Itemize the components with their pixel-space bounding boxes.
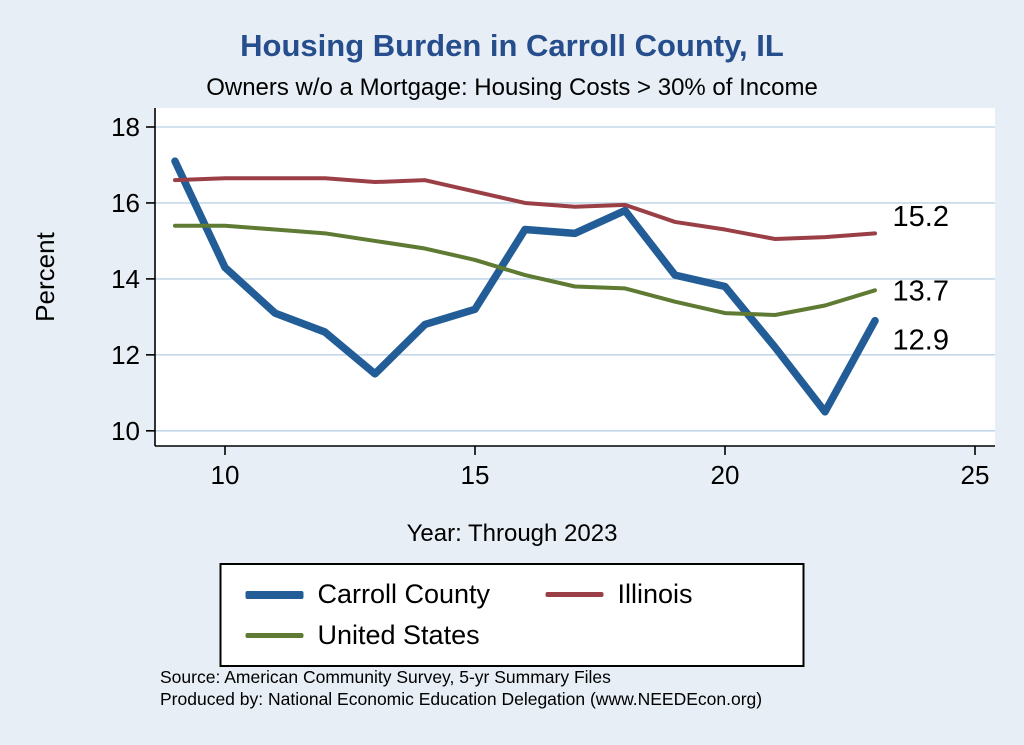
y-tick-label: 18 xyxy=(111,112,140,142)
legend-entry-illinois: Illinois xyxy=(545,579,779,610)
end-value-label: 15.2 xyxy=(893,201,949,233)
series-line-carroll-county xyxy=(171,157,879,416)
page-title: Housing Burden in Carroll County, IL xyxy=(240,28,784,63)
series-line-illinois xyxy=(173,176,877,242)
y-tick-label: 10 xyxy=(111,416,140,446)
y-tick-label: 12 xyxy=(111,340,140,370)
x-tick-label: 15 xyxy=(461,460,490,490)
legend-label: Carroll County xyxy=(317,579,491,609)
legend-grid: Carroll County Illinois United States xyxy=(245,579,779,651)
chart-legend: Carroll County Illinois United States xyxy=(219,563,805,667)
y-axis-title: Percent xyxy=(30,232,60,322)
legend-swatch-illinois xyxy=(545,592,604,597)
end-value-label: 12.9 xyxy=(893,325,949,357)
source-notes: Source: American Community Survey, 5-yr … xyxy=(160,666,762,710)
x-tick-label: 25 xyxy=(961,460,990,490)
producer-line: Produced by: National Economic Education… xyxy=(160,689,763,709)
series-line-united-states xyxy=(173,223,877,317)
plot-background xyxy=(155,108,995,446)
source-line: Source: American Community Survey, 5-yr … xyxy=(160,667,611,687)
legend-label: United States xyxy=(317,620,480,650)
x-axis-title: Year: Through 2023 xyxy=(406,520,618,547)
end-value-label: 13.7 xyxy=(893,275,949,307)
legend-label: Illinois xyxy=(617,579,693,609)
y-tick-label: 14 xyxy=(111,264,140,294)
chart-plot-area: 10 12 14 16 18 10 15 20 25 15.2 13.7 12.9 xyxy=(111,108,995,490)
chart-subtitle: Owners w/o a Mortgage: Housing Costs > 3… xyxy=(206,74,818,101)
legend-swatch-carroll-county xyxy=(245,590,304,599)
y-tick-label: 16 xyxy=(111,188,140,218)
x-tick-label: 20 xyxy=(711,460,740,490)
x-tick-label: 10 xyxy=(211,460,240,490)
legend-entry-carroll-county: Carroll County xyxy=(245,579,546,610)
legend-entry-united-states: United States xyxy=(245,620,546,651)
legend-swatch-united-states xyxy=(245,633,304,638)
